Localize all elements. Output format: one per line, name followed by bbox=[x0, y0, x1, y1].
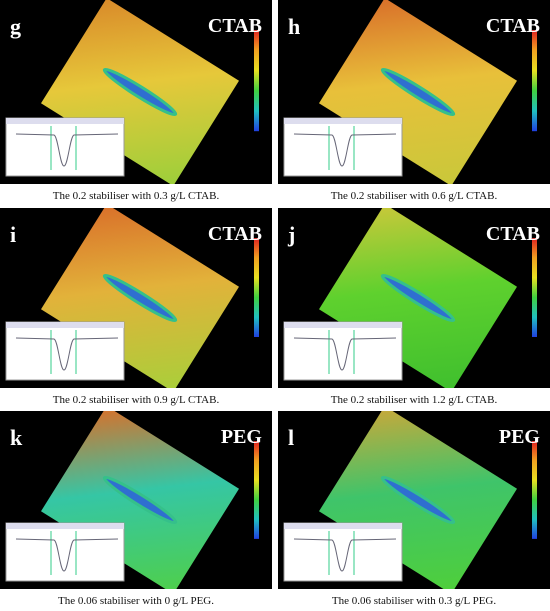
scratch bbox=[380, 67, 456, 117]
panel: i CTAB The 0.2 stabiliser with 0.9 g/L CTA… bbox=[0, 208, 272, 406]
micrograph: j CTAB bbox=[278, 208, 550, 388]
inset-header bbox=[284, 523, 402, 529]
surface bbox=[318, 411, 518, 589]
scratch bbox=[380, 475, 456, 525]
profile-curve bbox=[293, 133, 397, 167]
inset-header bbox=[6, 322, 124, 328]
caption: The 0.06 stabiliser with 0.3 g/L PEG. bbox=[331, 595, 497, 607]
scratch bbox=[380, 273, 456, 323]
caption: The 0.06 stabiliser with 0 g/L PEG. bbox=[57, 595, 215, 607]
panel-label: CTAB bbox=[486, 15, 540, 37]
panel-letter: j bbox=[287, 222, 295, 247]
profile-inset bbox=[5, 522, 125, 582]
panel: j CTAB The 0.2 stabiliser with 1.2 g/L CTA… bbox=[278, 208, 550, 406]
inset-header bbox=[284, 322, 402, 328]
color-scale bbox=[532, 30, 537, 132]
micrograph: g CTAB bbox=[0, 0, 272, 184]
panel: g CTAB The 0.2 stabiliser with 0.3 g/L CTA… bbox=[0, 0, 272, 202]
profile-curve bbox=[15, 337, 119, 371]
caption: The 0.2 stabiliser with 1.2 g/L CTAB. bbox=[330, 394, 498, 406]
panel-label: CTAB bbox=[486, 223, 540, 245]
profile-curve bbox=[293, 337, 397, 371]
panel-label: PEG bbox=[499, 426, 541, 448]
panel-label: CTAB bbox=[208, 15, 262, 37]
profile-inset bbox=[283, 117, 403, 177]
panel-letter: k bbox=[10, 425, 23, 450]
surface bbox=[40, 0, 240, 184]
inset-header bbox=[6, 118, 124, 124]
profile-curve bbox=[293, 538, 397, 572]
color-scale bbox=[254, 238, 259, 337]
color-scale bbox=[254, 30, 259, 132]
profile-curve bbox=[15, 538, 119, 572]
profile-inset bbox=[5, 321, 125, 381]
inset-header bbox=[6, 523, 124, 529]
micrograph: l PEG bbox=[278, 411, 550, 589]
profile-inset bbox=[5, 117, 125, 177]
caption: The 0.2 stabiliser with 0.6 g/L CTAB. bbox=[330, 190, 498, 202]
panel-letter: g bbox=[10, 14, 21, 39]
panel: h CTAB The 0.2 stabiliser with 0.6 g/L CTA… bbox=[278, 0, 550, 202]
panel-label: PEG bbox=[221, 426, 263, 448]
profile-inset bbox=[283, 522, 403, 582]
scratch bbox=[102, 475, 178, 525]
profile-inset bbox=[283, 321, 403, 381]
surface bbox=[40, 411, 240, 589]
panel: l PEG The 0.06 stabiliser with 0.3 g/L PEG… bbox=[278, 411, 550, 607]
color-scale bbox=[254, 441, 259, 539]
scratch bbox=[102, 273, 178, 323]
inset-header bbox=[284, 118, 402, 124]
panel: k PEG The 0.06 stabiliser with 0 g/L PEG. bbox=[0, 411, 272, 607]
panel-letter: h bbox=[288, 14, 300, 39]
profile-curve bbox=[15, 133, 119, 167]
panel-label: CTAB bbox=[208, 223, 262, 245]
micrograph: k PEG bbox=[0, 411, 272, 589]
color-scale bbox=[532, 441, 537, 539]
micrograph: i CTAB bbox=[0, 208, 272, 388]
surface bbox=[318, 208, 518, 388]
caption: The 0.2 stabiliser with 0.3 g/L CTAB. bbox=[52, 190, 220, 202]
surface bbox=[40, 208, 240, 388]
scratch bbox=[102, 67, 178, 117]
caption: The 0.2 stabiliser with 0.9 g/L CTAB. bbox=[52, 394, 220, 406]
micrograph: h CTAB bbox=[278, 0, 550, 184]
surface bbox=[318, 0, 518, 184]
panel-letter: l bbox=[288, 425, 294, 450]
panel-letter: i bbox=[10, 222, 16, 247]
color-scale bbox=[532, 238, 537, 337]
